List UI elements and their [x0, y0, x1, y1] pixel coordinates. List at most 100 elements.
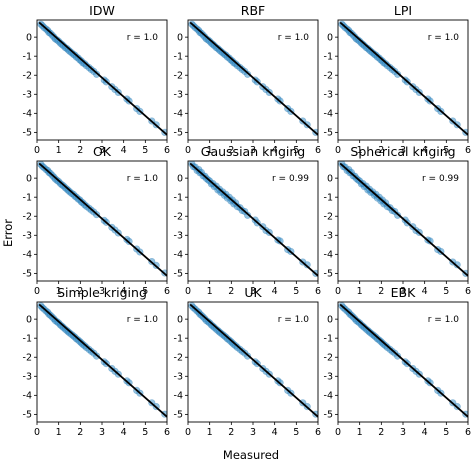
y-tick-label: -4	[174, 250, 183, 261]
fit-line	[339, 303, 468, 418]
x-tick-label: 3	[400, 427, 406, 438]
x-tick-label: 3	[250, 427, 256, 438]
r-annotation: r = 0.99	[422, 174, 459, 184]
r-annotation: r = 1.0	[127, 33, 159, 43]
panel-title: UK	[244, 285, 262, 300]
x-tick-label: 3	[400, 286, 406, 297]
x-tick-label: 4	[121, 427, 127, 438]
panel-spherical-kriging: Spherical kriging r = 0.99 0 1 2 3 4 5 6 0 -1 -2 -3 -…	[324, 144, 472, 297]
r-annotation: r = 1.0	[127, 315, 159, 325]
y-tick-label: -2	[23, 353, 32, 364]
x-tick-label: 4	[272, 286, 278, 297]
x-tick-label: 2	[77, 286, 83, 297]
x-tick-label: 0	[34, 427, 40, 438]
x-tick-label: 0	[185, 286, 191, 297]
panel-title: Gaussian kriging	[201, 144, 305, 159]
x-tick-label: 1	[207, 427, 213, 438]
x-tick-label: 6	[465, 286, 471, 297]
y-tick-label: -5	[23, 269, 32, 280]
x-tick-label: 5	[293, 145, 299, 156]
r-annotation: r = 1.0	[278, 33, 310, 43]
x-tick-label: 4	[422, 427, 428, 438]
y-tick-label: -3	[324, 90, 333, 101]
scatter-point	[426, 237, 434, 245]
y-tick-label: -5	[174, 269, 183, 280]
r-annotation: r = 1.0	[127, 174, 159, 184]
x-tick-label: 4	[422, 145, 428, 156]
y-tick-label: 0	[327, 314, 333, 325]
x-tick-label: 2	[378, 427, 384, 438]
fit-line	[339, 162, 468, 277]
y-tick-label: -2	[23, 212, 32, 223]
y-tick-label: -3	[23, 231, 32, 242]
panel-title: OK	[93, 144, 112, 159]
x-tick-label: 1	[56, 145, 62, 156]
x-tick-label: 6	[315, 145, 321, 156]
y-tick-label: -3	[324, 372, 333, 383]
y-tick-label: -1	[174, 192, 183, 203]
x-tick-label: 0	[185, 427, 191, 438]
panel-lpi: LPI r = 1.0 0 1 2 3 4 5 6 0 -1 -2 -3 -4 -5	[324, 3, 472, 156]
y-tick-label: -3	[174, 372, 183, 383]
panel-simple-kriging: Simple kriging r = 1.0 0 1 2 3 4 5 6 0 -1 -2 -3 -4 -5	[23, 285, 171, 438]
panel-ebk: EBK r = 1.0 0 1 2 3 4 5 6 0 -1 -2 -3 -4 -5	[324, 285, 472, 438]
y-tick-label: -2	[174, 71, 183, 82]
y-tick-label: 0	[177, 173, 183, 184]
y-tick-label: -4	[23, 391, 32, 402]
x-tick-label: 2	[228, 286, 234, 297]
y-tick-label: 0	[26, 314, 32, 325]
x-tick-label: 5	[443, 145, 449, 156]
y-tick-label: 0	[327, 32, 333, 43]
y-tick-label: -2	[23, 71, 32, 82]
y-tick-label: -4	[174, 391, 183, 402]
x-tick-label: 5	[142, 145, 148, 156]
y-tick-label: -2	[174, 353, 183, 364]
panel-rbf: RBF r = 1.0 0 1 2 3 4 5 6 0 -1 -2 -3 -4 -5	[174, 3, 322, 156]
x-tick-label: 5	[142, 286, 148, 297]
x-tick-label: 2	[378, 145, 384, 156]
x-tick-label: 2	[228, 145, 234, 156]
x-tick-label: 6	[465, 427, 471, 438]
r-annotation: r = 0.99	[272, 174, 309, 184]
x-tick-label: 5	[443, 427, 449, 438]
x-tick-label: 1	[357, 145, 363, 156]
panel-gaussian-kriging: Gaussian kriging r = 0.99 0 1 2 3 4 5 6 0 -1 -2 -3 -4…	[174, 144, 322, 297]
x-tick-label: 2	[77, 145, 83, 156]
y-tick-label: 0	[26, 173, 32, 184]
x-tick-label: 1	[207, 145, 213, 156]
fit-line	[189, 21, 318, 136]
y-tick-label: -3	[324, 231, 333, 242]
y-tick-label: -3	[23, 90, 32, 101]
x-tick-label: 2	[378, 286, 384, 297]
y-tick-label: 0	[26, 32, 32, 43]
x-tick-label: 0	[34, 145, 40, 156]
y-tick-label: -5	[174, 410, 183, 421]
y-tick-label: -4	[324, 391, 333, 402]
y-tick-label: 0	[177, 314, 183, 325]
y-tick-label: -1	[324, 192, 333, 203]
fit-line	[38, 21, 167, 136]
x-tick-label: 1	[56, 427, 62, 438]
y-tick-label: -1	[23, 51, 32, 62]
y-tick-label: -5	[324, 410, 333, 421]
y-tick-label: -2	[324, 212, 333, 223]
x-tick-label: 1	[357, 286, 363, 297]
panel-title: Simple kriging	[57, 285, 147, 300]
x-tick-label: 0	[185, 145, 191, 156]
x-tick-label: 6	[164, 145, 170, 156]
x-tick-label: 3	[99, 286, 105, 297]
x-tick-label: 6	[164, 427, 170, 438]
y-tick-label: 0	[177, 32, 183, 43]
x-tick-label: 1	[357, 427, 363, 438]
fit-line	[339, 21, 468, 136]
y-tick-label: -5	[23, 410, 32, 421]
y-tick-label: -3	[23, 372, 32, 383]
r-annotation: r = 1.0	[428, 315, 460, 325]
x-tick-label: 5	[142, 427, 148, 438]
y-tick-label: -4	[23, 109, 32, 120]
x-tick-label: 2	[77, 427, 83, 438]
y-tick-label: -1	[23, 333, 32, 344]
x-tick-label: 5	[293, 427, 299, 438]
y-tick-label: -2	[324, 353, 333, 364]
x-tick-label: 4	[121, 286, 127, 297]
